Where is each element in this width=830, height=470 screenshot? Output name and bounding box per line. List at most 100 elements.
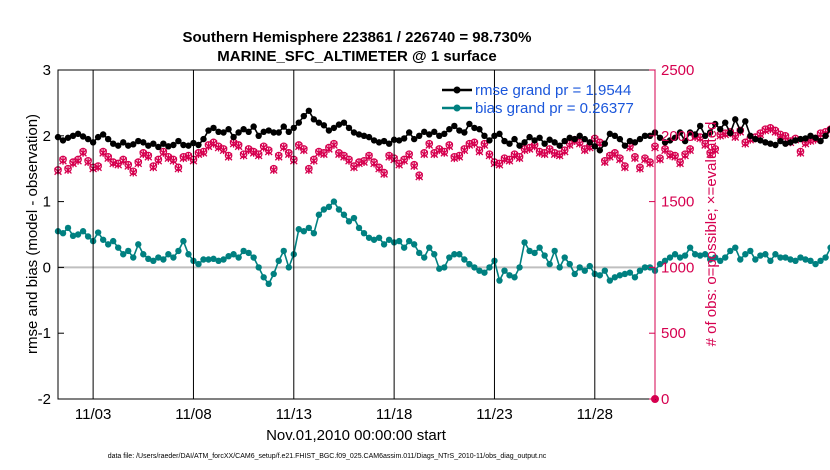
rmse-point [195, 141, 202, 149]
y-right-tick-label: 1000 [661, 259, 694, 276]
bias-point [461, 256, 468, 263]
bias-point [681, 252, 689, 259]
rmse-point [461, 129, 468, 136]
bias-point [150, 257, 157, 265]
rmse-point [561, 137, 568, 145]
obs-evaluated-point [540, 150, 549, 159]
rmse-point [701, 132, 709, 139]
bias-point [140, 251, 147, 258]
rmse-point [671, 134, 679, 141]
rmse-point [576, 132, 583, 139]
obs-evaluated-point [616, 155, 624, 164]
bias-point [636, 267, 644, 274]
rmse-point [330, 124, 338, 132]
rmse-point [205, 127, 212, 134]
obs-evaluated-point [335, 150, 343, 159]
bias-point [476, 267, 483, 274]
rmse-point [586, 139, 593, 146]
obs-evaluated-point [771, 127, 780, 136]
rmse-point [255, 132, 262, 139]
rmse-point [546, 136, 553, 143]
bias-point [722, 254, 729, 261]
bias-point [727, 247, 734, 255]
bias-point [79, 228, 87, 235]
rmse-point [456, 127, 463, 134]
y-right-tick-label: 500 [661, 325, 686, 342]
rmse-point [802, 135, 809, 142]
legend-label-bias: bias grand pr = 0.26377 [475, 100, 634, 117]
bias-point [235, 254, 242, 261]
rmse-point [641, 132, 649, 139]
rmse-point [496, 130, 503, 138]
bias-point [626, 269, 634, 276]
bias-point [456, 251, 463, 258]
rmse-point [486, 137, 493, 144]
rmse-point [566, 134, 573, 141]
bias-point [691, 251, 699, 258]
rmse-point [807, 132, 814, 139]
rmse-point [340, 119, 348, 126]
obs-evaluated-point [199, 149, 208, 157]
rmse-point [410, 135, 418, 143]
bias-point [310, 229, 318, 237]
obs-evaluated-point [605, 152, 614, 161]
bias-point [250, 254, 257, 261]
bias-point [576, 264, 583, 271]
bias-point [175, 247, 182, 255]
bias-point [546, 260, 553, 268]
bias-point [506, 272, 513, 279]
obs-evaluated-point [530, 142, 539, 151]
rmse-point [436, 132, 443, 139]
bias-point [165, 251, 172, 258]
bias-point [230, 251, 237, 258]
rmse-point [661, 139, 669, 146]
rmse-point [426, 131, 433, 138]
bias-point [69, 232, 77, 240]
bias-point [205, 256, 212, 263]
obs-evaluated-point [340, 152, 348, 161]
bias-point [410, 241, 418, 248]
rmse-point [536, 134, 543, 141]
x-tick-label: 11/13 [276, 406, 312, 423]
obs-evaluated-point [515, 154, 524, 163]
data-file-footnote: data file: /Users/raeder/DAI/ATM_forcXX/… [108, 453, 547, 460]
bias-point [426, 244, 433, 251]
x-tick-label: 11/23 [476, 406, 512, 423]
plot-area [58, 70, 655, 399]
obs-evaluated-point [284, 150, 293, 159]
rmse-point [681, 137, 689, 145]
bias-point [526, 247, 533, 255]
rmse-point [400, 135, 408, 142]
obs-evaluated-point [435, 146, 444, 155]
obs-evaluated-point [169, 156, 178, 165]
rmse-point [230, 133, 237, 141]
bias-point [240, 247, 247, 255]
bias-point [130, 254, 137, 261]
rmse-point [717, 126, 724, 133]
rmse-point [732, 116, 739, 123]
bias-point [787, 256, 794, 263]
rmse-point [395, 137, 403, 144]
bias-point [145, 255, 152, 263]
rmse-point [611, 132, 619, 139]
rmse-point [476, 126, 483, 133]
rmse-point [350, 129, 358, 136]
legend-label-rmse: rmse grand pr = 1.9544 [475, 82, 631, 99]
rmse-point [772, 141, 779, 149]
bias-point [671, 251, 679, 258]
bias-point [400, 244, 408, 251]
bias-point [596, 272, 604, 279]
bias-point [380, 241, 388, 248]
y-axis-label: rmse and bias (model - observation) [24, 114, 41, 354]
bias-point [84, 233, 92, 240]
bias-point [265, 280, 272, 288]
rmse-point [125, 142, 132, 149]
rmse-point [827, 126, 830, 133]
bias-point [521, 239, 528, 246]
bias-point [752, 256, 759, 263]
obs-evaluated-point [470, 139, 479, 148]
rmse-point [135, 137, 142, 145]
rmse-point [792, 137, 799, 144]
obs-evaluated-point [415, 172, 424, 181]
